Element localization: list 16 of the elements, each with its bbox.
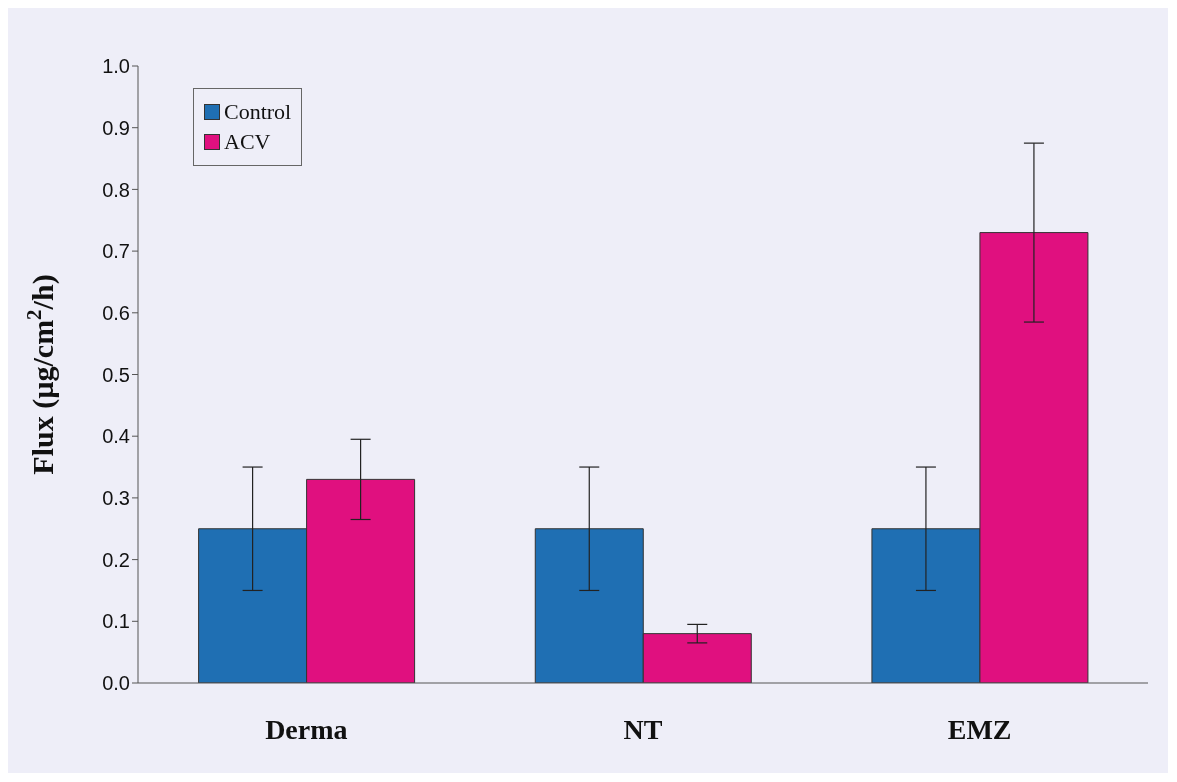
y-tick-label: 0.3 xyxy=(102,487,130,509)
y-tick-label: 1.0 xyxy=(102,55,130,78)
y-tick-label: 0.1 xyxy=(102,610,130,633)
x-tick-label: EMZ xyxy=(947,713,1012,745)
x-tick-label: Derma xyxy=(265,713,348,745)
y-tick-label: 0.9 xyxy=(102,116,130,139)
y-tick-label: 0.2 xyxy=(102,548,130,571)
legend-label: Control xyxy=(224,99,292,125)
y-tick-label: 0.8 xyxy=(102,178,130,201)
y-tick-label: 0.6 xyxy=(102,301,130,324)
legend-label: ACV xyxy=(224,129,271,155)
y-tick-label: 0.4 xyxy=(102,425,130,448)
y-tick-label: 0.5 xyxy=(102,363,130,386)
x-tick-label: NT xyxy=(623,713,663,745)
y-tick-label: 0.7 xyxy=(102,240,130,263)
y-tick-label: 0.0 xyxy=(102,672,130,695)
